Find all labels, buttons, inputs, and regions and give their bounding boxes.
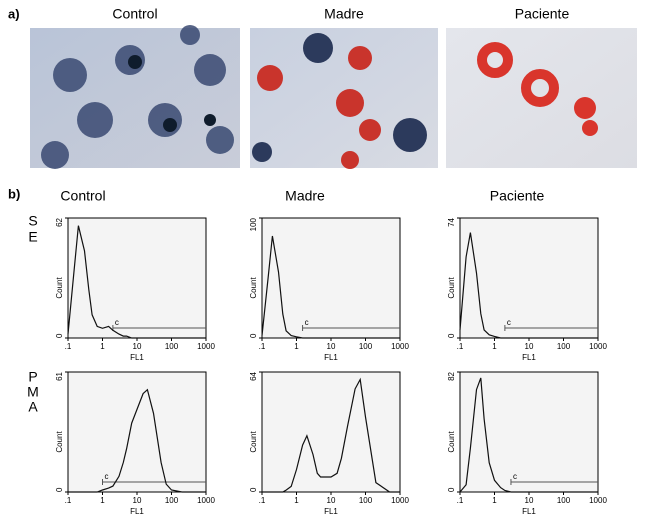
x-axis-label: FL1 <box>522 507 536 516</box>
x-tick-label: 1000 <box>589 342 607 351</box>
y-tick-label: 74 <box>447 217 456 226</box>
x-tick-label: 1 <box>100 496 105 505</box>
histogram-curve <box>261 235 400 339</box>
x-tick-label: .1 <box>457 342 464 351</box>
y-tick-label: 64 <box>249 371 258 380</box>
y-tick-label: 61 <box>55 371 64 380</box>
gate-label: c <box>513 472 517 481</box>
x-tick-label: 10 <box>525 496 534 505</box>
x-tick-label: 100 <box>359 342 373 351</box>
x-tick-label: 10 <box>525 342 534 351</box>
x-axis-label: FL1 <box>324 353 338 362</box>
x-axis-label: FL1 <box>130 353 144 362</box>
y-axis-label: Count <box>55 277 64 299</box>
x-tick-label: 1 <box>100 342 105 351</box>
panel-label: b) <box>8 186 20 201</box>
y-tick-label: 0 <box>55 487 64 492</box>
y-tick-label: 62 <box>55 217 64 226</box>
x-tick-label: .1 <box>259 496 266 505</box>
x-tick-label: 100 <box>557 342 571 351</box>
x-tick-label: 10 <box>327 342 336 351</box>
y-tick-label: 0 <box>249 487 258 492</box>
x-tick-label: .1 <box>65 496 72 505</box>
x-tick-label: 1000 <box>197 496 215 505</box>
x-tick-label: 1000 <box>391 342 409 351</box>
x-tick-label: 1 <box>294 342 299 351</box>
y-tick-label: 0 <box>55 333 64 338</box>
x-axis-label: FL1 <box>522 353 536 362</box>
x-tick-label: 1000 <box>197 342 215 351</box>
x-tick-label: 1 <box>294 496 299 505</box>
micrograph <box>30 25 240 169</box>
x-tick-label: 10 <box>327 496 336 505</box>
x-tick-label: .1 <box>457 496 464 505</box>
row-label: P <box>28 369 37 385</box>
image-title: Control <box>112 6 157 22</box>
plot-area <box>261 371 401 493</box>
x-tick-label: 100 <box>557 496 571 505</box>
panel-label: a) <box>8 6 20 21</box>
histogram-curve <box>67 225 206 339</box>
column-label: Madre <box>285 188 325 204</box>
x-tick-label: .1 <box>259 342 266 351</box>
plot-area <box>67 371 207 493</box>
row-label: A <box>28 399 38 415</box>
plot-area <box>459 217 599 339</box>
plot-area <box>459 371 599 493</box>
gate-label: c <box>105 472 109 481</box>
histogram-curve <box>459 377 598 493</box>
y-tick-label: 0 <box>249 333 258 338</box>
image-title: Paciente <box>515 6 570 22</box>
y-axis-label: Count <box>447 277 456 299</box>
column-label: Paciente <box>490 188 545 204</box>
x-axis-label: FL1 <box>324 507 338 516</box>
y-axis-label: Count <box>55 431 64 453</box>
row-label: S <box>28 213 37 229</box>
y-tick-label: 82 <box>447 371 456 380</box>
micrograph <box>446 28 637 168</box>
histogram-curve <box>68 388 206 493</box>
x-tick-label: 10 <box>133 496 142 505</box>
gate-label: c <box>115 318 119 327</box>
plot-area <box>261 217 401 339</box>
x-tick-label: 100 <box>359 496 373 505</box>
row-label: M <box>27 384 39 400</box>
gate-label: c <box>305 318 309 327</box>
x-tick-label: .1 <box>65 342 72 351</box>
micrograph <box>250 28 438 169</box>
y-axis-label: Count <box>447 431 456 453</box>
y-axis-label: Count <box>249 431 258 453</box>
row-label: E <box>28 229 37 245</box>
x-tick-label: 100 <box>165 496 179 505</box>
histogram-curve <box>459 232 598 339</box>
column-label: Control <box>60 188 105 204</box>
x-tick-label: 10 <box>133 342 142 351</box>
x-tick-label: 1 <box>492 342 497 351</box>
x-tick-label: 100 <box>165 342 179 351</box>
x-tick-label: 1 <box>492 496 497 505</box>
gate-label: c <box>507 318 511 327</box>
plot-area <box>67 217 207 339</box>
x-tick-label: 1000 <box>589 496 607 505</box>
y-tick-label: 0 <box>447 333 456 338</box>
x-axis-label: FL1 <box>130 507 144 516</box>
image-title: Madre <box>324 6 364 22</box>
histogram-curve <box>262 377 400 493</box>
y-tick-label: 100 <box>249 217 258 231</box>
y-axis-label: Count <box>249 277 258 299</box>
x-tick-label: 1000 <box>391 496 409 505</box>
y-tick-label: 0 <box>447 487 456 492</box>
